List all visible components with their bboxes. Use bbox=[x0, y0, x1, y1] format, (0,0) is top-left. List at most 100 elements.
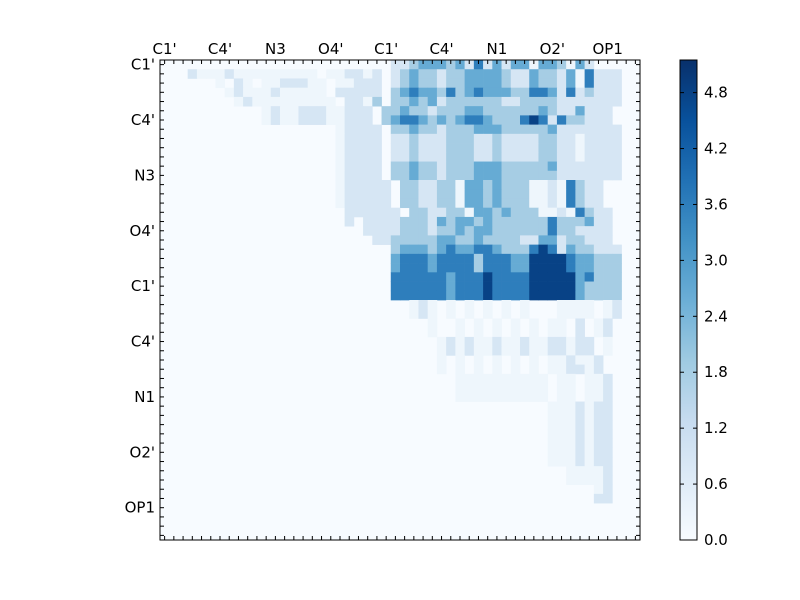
heatmap-cell bbox=[612, 96, 622, 107]
heatmap-cell bbox=[510, 124, 521, 135]
heatmap-cell bbox=[372, 124, 382, 135]
heatmap-cell bbox=[584, 410, 595, 421]
heatmap-cell bbox=[483, 235, 493, 245]
heatmap-cell bbox=[556, 207, 567, 218]
heatmap-cell bbox=[252, 96, 262, 107]
heatmap-cell bbox=[575, 96, 585, 107]
heatmap-cell bbox=[492, 272, 502, 282]
heatmap-cell bbox=[483, 309, 493, 319]
heatmap-cell bbox=[455, 235, 465, 245]
heatmap-cell bbox=[510, 336, 521, 347]
heatmap-cell bbox=[372, 133, 382, 144]
heatmap-cell bbox=[547, 161, 558, 172]
heatmap-cell bbox=[603, 78, 613, 89]
heatmap-cell bbox=[464, 78, 475, 89]
heatmap-cell bbox=[510, 189, 521, 199]
heatmap-cell bbox=[538, 115, 549, 125]
heatmap-cell bbox=[335, 78, 345, 89]
heatmap-cell bbox=[575, 180, 585, 190]
heatmap-cell bbox=[372, 143, 382, 153]
heatmap-cell bbox=[455, 115, 465, 125]
heatmap-cell bbox=[538, 124, 549, 135]
heatmap-cell bbox=[473, 244, 484, 255]
heatmap-cell bbox=[473, 383, 484, 393]
heatmap-cell bbox=[547, 272, 558, 282]
heatmap-cell bbox=[400, 106, 410, 116]
heatmap-cell bbox=[427, 226, 438, 236]
heatmap-cell bbox=[335, 143, 345, 153]
heatmap-cell bbox=[575, 410, 585, 421]
heatmap-cell bbox=[538, 189, 549, 199]
heatmap-cell bbox=[492, 392, 502, 402]
heatmap-cell bbox=[252, 87, 262, 98]
heatmap-cell bbox=[409, 309, 419, 319]
heatmap-cell bbox=[510, 152, 521, 162]
heatmap-cell bbox=[427, 189, 438, 199]
heatmap-cell bbox=[501, 198, 512, 209]
heatmap-cell bbox=[593, 244, 604, 255]
heatmap-cell bbox=[427, 170, 438, 181]
heatmap-cell bbox=[446, 253, 456, 264]
heatmap-cell bbox=[584, 364, 595, 375]
heatmap-cell bbox=[427, 290, 438, 301]
heatmap-cell bbox=[427, 244, 438, 255]
y-tick-label: N1 bbox=[134, 388, 155, 406]
heatmap-cell bbox=[289, 69, 299, 79]
heatmap-cell bbox=[473, 106, 484, 116]
heatmap-cell bbox=[381, 106, 392, 116]
heatmap-cell bbox=[196, 69, 207, 79]
heatmap-cell bbox=[593, 438, 604, 449]
heatmap-cell bbox=[464, 346, 475, 356]
heatmap-cell bbox=[501, 207, 512, 218]
heatmap-cell bbox=[363, 133, 373, 144]
heatmap-cell bbox=[418, 133, 429, 144]
heatmap-cell bbox=[418, 180, 429, 190]
heatmap-cell bbox=[566, 96, 576, 107]
heatmap-cell bbox=[492, 216, 502, 227]
heatmap-cell bbox=[593, 207, 604, 218]
heatmap-cell bbox=[556, 106, 567, 116]
heatmap-cell bbox=[575, 475, 585, 485]
heatmap-cell bbox=[446, 207, 456, 218]
heatmap-cell bbox=[538, 253, 549, 264]
heatmap-cell bbox=[566, 438, 576, 449]
heatmap-cell bbox=[464, 309, 475, 319]
heatmap-cell bbox=[603, 309, 613, 319]
heatmap-cell bbox=[483, 161, 493, 172]
heatmap-cell bbox=[455, 133, 465, 144]
heatmap-cell bbox=[575, 207, 585, 218]
heatmap-cell bbox=[612, 263, 622, 273]
heatmap-cell bbox=[501, 373, 512, 384]
heatmap-cell bbox=[446, 161, 456, 172]
heatmap-cell bbox=[372, 189, 382, 199]
heatmap-cell bbox=[603, 115, 613, 125]
heatmap-cell bbox=[510, 143, 521, 153]
heatmap-cell bbox=[566, 383, 576, 393]
heatmap-cell bbox=[520, 346, 530, 356]
heatmap-cell bbox=[363, 115, 373, 125]
heatmap-cell bbox=[409, 87, 419, 98]
heatmap-cell bbox=[418, 96, 429, 107]
heatmap-cell bbox=[344, 216, 355, 227]
colorbar-gradient bbox=[679, 59, 698, 541]
heatmap-cell bbox=[446, 290, 456, 301]
heatmap-cell bbox=[538, 198, 549, 209]
heatmap-cell bbox=[390, 133, 401, 144]
heatmap-cell bbox=[556, 272, 567, 282]
heatmap-cell bbox=[603, 87, 613, 98]
plot-frame bbox=[159, 59, 641, 541]
heatmap-cell bbox=[446, 152, 456, 162]
heatmap-cell bbox=[603, 124, 613, 135]
heatmap-cell bbox=[529, 115, 539, 125]
heatmap-cell bbox=[363, 170, 373, 181]
heatmap-cell bbox=[501, 133, 512, 144]
heatmap-cell bbox=[400, 281, 410, 292]
heatmap-cell bbox=[575, 401, 585, 412]
heatmap-cell bbox=[418, 161, 429, 172]
heatmap-cell bbox=[510, 180, 521, 190]
heatmap-cell bbox=[483, 336, 493, 347]
heatmap-cell bbox=[612, 281, 622, 292]
heatmap-cell bbox=[409, 290, 419, 301]
heatmap-cell bbox=[455, 263, 465, 273]
heatmap-cell bbox=[501, 392, 512, 402]
